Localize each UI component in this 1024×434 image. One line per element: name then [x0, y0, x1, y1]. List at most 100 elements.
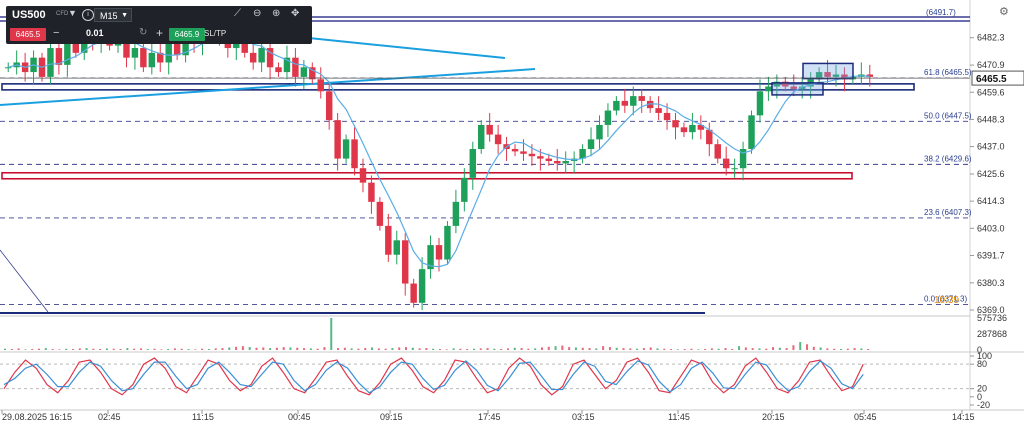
candle-body: [258, 48, 265, 63]
volume-bar: [17, 348, 20, 350]
increase-quantity-button[interactable]: +: [156, 26, 164, 40]
line-tool-icon[interactable]: ⟋: [234, 8, 241, 19]
volume-bar: [479, 348, 482, 350]
price-tick-label: 6482.3: [977, 33, 1005, 43]
volume-bar: [649, 347, 652, 350]
time-tick-label: 05:45: [854, 412, 877, 422]
volume-bar: [51, 349, 54, 350]
candle-body: [393, 240, 400, 255]
volume-bar: [452, 348, 455, 350]
decrease-quantity-button[interactable]: −: [53, 27, 60, 39]
volume-bar: [357, 348, 360, 350]
candle-body: [385, 225, 392, 255]
candle-body: [283, 57, 291, 73]
timeframe-value: M15: [100, 11, 118, 21]
fibonacci-level-label: 61.8 (6465.5): [924, 68, 972, 77]
volume-bar: [561, 345, 564, 350]
buy-button[interactable]: 6465.9: [169, 28, 205, 41]
volume-bar: [99, 349, 102, 350]
candle-body: [148, 52, 156, 68]
move-icon[interactable]: ✥: [291, 8, 300, 19]
stochastic-tick-label: -20: [977, 400, 990, 410]
candle-body: [739, 148, 747, 169]
volume-bar: [867, 349, 870, 350]
volume-bar: [146, 349, 149, 350]
volume-tick-label: 575736: [977, 313, 1007, 323]
candle-body: [5, 67, 12, 69]
stochastic-tick-label: 20: [977, 384, 987, 394]
sltp-button[interactable]: SL/TP: [204, 29, 227, 38]
price-tick-label: 6425.6: [977, 169, 1005, 179]
chevron-down-icon[interactable]: ▼: [68, 8, 77, 18]
candle-body: [613, 100, 620, 111]
volume-bar: [602, 346, 605, 350]
sell-button[interactable]: 6465.5: [10, 28, 46, 41]
volume-bar: [207, 349, 210, 350]
volume-bar: [629, 348, 632, 350]
price-tick-label: 6369.0: [977, 305, 1005, 315]
candle-body: [646, 100, 654, 109]
candle-body: [292, 57, 299, 77]
volume-bar: [65, 348, 68, 350]
volume-bar: [323, 347, 326, 350]
candle-body: [376, 201, 384, 226]
volume-bar: [840, 349, 843, 350]
candle-body: [478, 124, 485, 149]
candle-body: [520, 151, 527, 154]
candle-body: [486, 124, 493, 135]
volume-bar: [78, 348, 81, 350]
candle-body: [249, 52, 257, 63]
volume-bar: [439, 349, 441, 350]
volume-bar: [255, 347, 258, 350]
candle-body: [309, 67, 316, 80]
volume-bar: [316, 348, 319, 350]
candle-body: [401, 240, 409, 284]
timeframe-select[interactable]: M15 ▼: [94, 8, 132, 22]
time-tick-label: 03:15: [572, 412, 595, 422]
volume-bar: [445, 349, 448, 350]
candle-body: [55, 48, 63, 65]
volume-bar: [704, 349, 707, 350]
info-icon[interactable]: i: [82, 9, 94, 21]
volume-bar: [432, 348, 435, 350]
volume-bar: [126, 348, 129, 350]
fibonacci-level-label: 0.0 (6371.3): [924, 294, 967, 303]
current-price-label: 6465.5: [976, 74, 1007, 85]
stochastic-k-line: [3, 357, 864, 396]
volume-bar: [846, 348, 849, 350]
symbol-label[interactable]: US500: [12, 9, 46, 21]
volume-bar: [31, 349, 34, 350]
candle-body: [714, 144, 721, 159]
candle-body: [773, 81, 781, 87]
volume-bar: [588, 348, 591, 350]
candle-body: [131, 48, 139, 58]
volume-bar: [411, 347, 414, 350]
candle-body: [494, 134, 502, 145]
volume-bar: [309, 348, 312, 350]
candle-body: [731, 168, 738, 170]
gear-icon[interactable]: ⚙: [999, 6, 1009, 18]
volume-bar: [10, 349, 13, 350]
volume-bar: [642, 348, 645, 350]
candle-body: [300, 67, 308, 77]
zoom-out-icon[interactable]: ⊖: [253, 8, 262, 19]
volume-bar: [690, 348, 693, 350]
volume-bar: [384, 348, 387, 350]
highlight-box: [771, 82, 824, 96]
candle-body: [410, 283, 417, 303]
quantity-input[interactable]: 0.01: [86, 28, 104, 38]
price-tick-label: 6380.3: [977, 278, 1005, 288]
volume-bar: [710, 348, 713, 350]
time-tick-label: 17:45: [478, 412, 501, 422]
reset-icon[interactable]: ↻: [139, 27, 148, 38]
zoom-in-icon[interactable]: ⊕: [272, 8, 281, 19]
volume-bar: [4, 348, 6, 350]
volume-bar: [173, 348, 176, 350]
volume-bar: [201, 348, 204, 350]
candle-body: [689, 124, 696, 133]
volume-bar: [44, 348, 47, 350]
volume-bar: [167, 349, 170, 350]
symbol-type-label: CFD: [56, 11, 69, 17]
